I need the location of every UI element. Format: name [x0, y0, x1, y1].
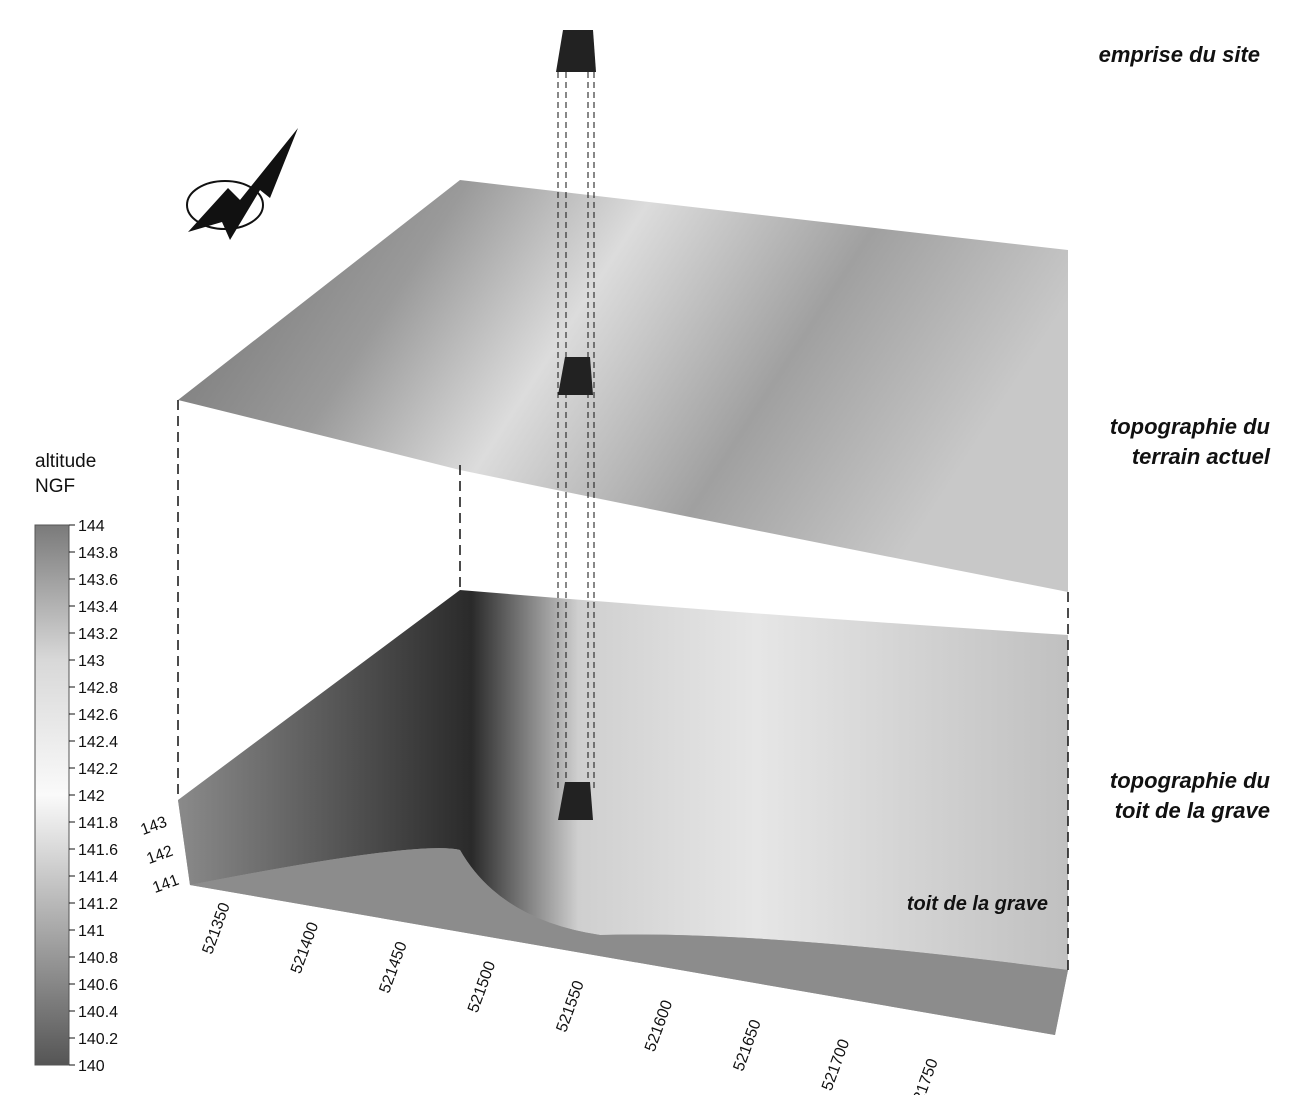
x-tick-label: 521700	[819, 1037, 853, 1093]
gravel-surface	[178, 590, 1068, 970]
legend-tick-label: 142.2	[78, 761, 118, 778]
north-arrow	[186, 128, 298, 240]
legend-tick-label: 143	[78, 653, 105, 670]
label: toit de la grave	[907, 893, 1048, 915]
legend-tick-label: 141.4	[78, 869, 118, 886]
legend-tick-label: 140.4	[78, 1004, 118, 1021]
x-tick-label: 521350	[200, 900, 234, 956]
label: emprise du site	[1099, 42, 1260, 67]
legend-tick-label: 142	[78, 788, 105, 805]
legend-tick-label: 142.8	[78, 680, 118, 697]
x-tick-label: 521600	[642, 998, 676, 1054]
z-tick-label: 143	[138, 814, 169, 839]
x-tick-label: 521450	[377, 939, 411, 995]
legend-tick-label: 141.8	[78, 815, 118, 832]
legend-title: altitude	[35, 451, 96, 472]
legend-tick-label: 142.4	[78, 734, 118, 751]
z-tick-label: 142	[144, 843, 175, 868]
legend-tick-label: 143.4	[78, 599, 118, 616]
label: toit de la grave	[1115, 798, 1270, 823]
legend-tick-label: 144	[78, 518, 105, 535]
x-tick-label: 521500	[465, 959, 499, 1015]
legend-tick-label: 140.8	[78, 950, 118, 967]
x-tick-label: 521750	[908, 1056, 942, 1095]
legend-tick-label: 140.6	[78, 977, 118, 994]
terrain-surface	[178, 180, 1068, 592]
legend-tick-label: 141.2	[78, 896, 118, 913]
site-column	[556, 30, 596, 820]
x-tick-label: 521650	[731, 1017, 765, 1073]
legend-tick-label: 143.8	[78, 545, 118, 562]
legend-tick-label: 141.6	[78, 842, 118, 859]
legend-title: NGF	[35, 476, 75, 497]
x-tick-label: 521550	[554, 978, 588, 1034]
color-bar	[34, 524, 70, 1066]
z-tick-label: 141	[150, 872, 181, 897]
label: topographie du	[1110, 768, 1271, 793]
label: terrain actuel	[1132, 444, 1271, 469]
legend-tick-label: 143.2	[78, 626, 118, 643]
legend-tick-label: 140	[78, 1058, 105, 1075]
legend-tick-label: 142.6	[78, 707, 118, 724]
legend-tick-label: 140.2	[78, 1031, 118, 1048]
x-tick-label: 521400	[288, 920, 322, 976]
block-front	[190, 848, 1068, 1035]
legend-tick-label: 143.6	[78, 572, 118, 589]
label: topographie du	[1110, 414, 1271, 439]
legend-tick-label: 141	[78, 923, 105, 940]
